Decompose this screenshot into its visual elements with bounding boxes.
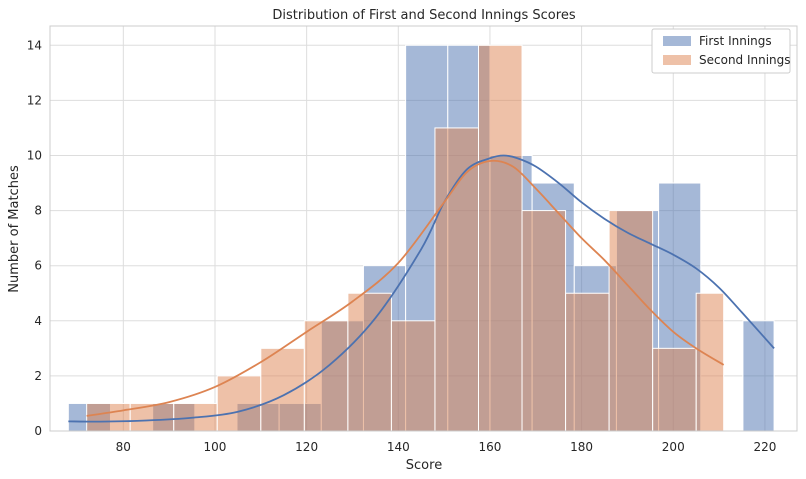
bar-second-innings <box>260 347 305 432</box>
y-tick-label: 12 <box>27 93 42 107</box>
legend-swatch-first-innings <box>663 36 691 46</box>
bar-first-innings <box>742 320 775 432</box>
x-tick-label: 180 <box>570 440 593 454</box>
bar-second-innings <box>608 210 654 432</box>
bar-second-innings <box>477 44 523 432</box>
y-tick-label: 10 <box>27 148 42 162</box>
legend-label-first-innings: First Innings <box>699 34 772 48</box>
legend-label-second-innings: Second Innings <box>699 53 791 67</box>
bar-second-innings <box>521 210 567 432</box>
x-tick-label: 80 <box>116 440 131 454</box>
y-axis-label: Number of Matches <box>7 165 22 293</box>
x-tick-label: 220 <box>753 440 776 454</box>
y-tick-label: 4 <box>34 314 42 328</box>
legend: First Innings Second Innings <box>651 28 791 74</box>
bar-second-innings <box>303 320 349 432</box>
bar-second-innings <box>565 292 610 432</box>
bar-second-innings <box>652 347 697 432</box>
bar-second-innings <box>216 375 262 432</box>
x-tick-label: 140 <box>387 440 410 454</box>
y-tick-label: 0 <box>34 424 42 438</box>
chart-title: Distribution of First and Second Innings… <box>272 8 575 23</box>
y-tick-label: 2 <box>34 369 42 383</box>
x-tick-label: 200 <box>662 440 685 454</box>
x-tick-label: 100 <box>204 440 227 454</box>
kde-line-first-innings <box>68 154 775 423</box>
y-tick-label: 8 <box>34 204 42 218</box>
bar-second-innings <box>434 127 479 432</box>
x-tick-label: 120 <box>295 440 318 454</box>
bar-second-innings <box>390 320 436 432</box>
x-tick-label: 160 <box>478 440 501 454</box>
kde-line-second-innings <box>86 159 725 417</box>
y-tick-label: 14 <box>27 38 42 52</box>
plot-frame <box>49 25 798 432</box>
bar-second-innings <box>86 402 131 432</box>
bar-second-innings <box>347 292 392 432</box>
y-tick-label: 6 <box>34 259 42 273</box>
x-axis-label: Score <box>406 458 442 473</box>
legend-swatch-second-innings <box>663 55 691 65</box>
